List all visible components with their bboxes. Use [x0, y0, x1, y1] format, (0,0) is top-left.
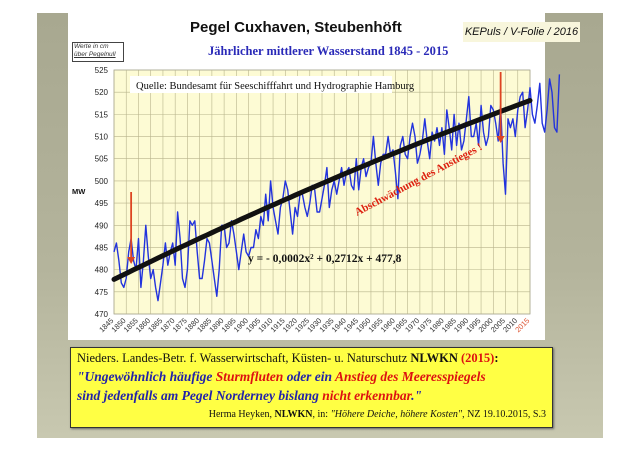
arrow-head [496, 136, 505, 143]
grid-lines [113, 69, 531, 315]
series-line [113, 74, 561, 302]
y-tick-label: 480 [95, 266, 109, 275]
chart-title: Jährlicher mittlerer Wasserstand 1845 - … [208, 44, 449, 58]
unit-note-line1: Werte in cm [74, 43, 109, 50]
citation-org-abbr: NLWKN [410, 351, 458, 365]
trend-equation: y = - 0,0002x² + 0,2712x + 477,8 [248, 253, 402, 265]
x-tick-label: 2015 [513, 316, 531, 334]
source-label: Quelle: Bundesamt für Seeschifffahrt und… [136, 81, 415, 92]
source-article: "Höhere Deiche, höhere Kosten" [330, 409, 463, 420]
arrow-2003 [496, 72, 505, 143]
y-tick-label: 490 [95, 221, 109, 230]
y-tick-label: 500 [95, 177, 109, 186]
page-title: Pegel Cuxhaven, Steubenhöft [190, 19, 402, 36]
quote-highlight: Anstieg des Meeresspiegels [334, 369, 486, 384]
y-tick-label: 485 [95, 243, 109, 252]
quote-line-1: "Ungewöhnlich häufige Sturmfluten oder e… [77, 369, 486, 385]
y-tick-label: 495 [95, 199, 109, 208]
quote-part: "Ungewöhnlich häufige [77, 369, 216, 384]
y-tick-label: 515 [95, 110, 109, 119]
source-label-bg [130, 76, 392, 93]
y-tick-label: 520 [95, 88, 109, 97]
citation-source: Herma Heyken, NLWKN, in: "Höhere Deiche,… [209, 409, 546, 420]
arrow-head [127, 257, 136, 264]
citation-org-name: Nieders. Landes-Betr. f. Wasserwirtschaf… [77, 351, 411, 365]
y-tick-label: 525 [95, 66, 109, 75]
quote-highlight: nicht erkennbar [322, 388, 412, 403]
source-org: NLWKN [274, 409, 313, 420]
y-tick-label: 470 [95, 310, 109, 319]
citation-box: Nieders. Landes-Betr. f. Wasserwirtschaf… [70, 347, 553, 428]
citation-line-1: Nieders. Landes-Betr. f. Wasserwirtschaf… [77, 351, 498, 366]
quote-part: ." [411, 388, 423, 403]
trend-line [111, 98, 533, 282]
y-tick-label: 510 [95, 133, 109, 142]
x-axis-ticks: 1845185018551860186518701875188018851890… [97, 316, 531, 334]
arrow-1852 [127, 192, 136, 264]
quote-part: oder ein [283, 369, 335, 384]
y-axis-ticks: 470 475 480 485 490 495 500 505 510 515 520 525 [95, 66, 109, 319]
source-author: Herma Heyken, [208, 409, 275, 420]
y-tick-label: 505 [95, 155, 109, 164]
quote-part: sind jedenfalls am Pegel Norderney bisla… [77, 388, 323, 403]
y-tick-label: 475 [95, 288, 109, 297]
source-paper: , NZ 19.10.2015, S.3 [462, 409, 546, 420]
unit-note-line2: über Pegelnull [74, 51, 116, 58]
citation-colon: : [494, 351, 499, 365]
source-in: , in: [312, 409, 331, 420]
quote-line-2: sind jedenfalls am Pegel Norderney bisla… [77, 388, 422, 404]
y-axis-label: MW [72, 187, 86, 196]
unit-note: Werte in cm über Pegelnull [72, 42, 124, 62]
citation-year: (2015) [457, 351, 495, 365]
quote-highlight: Sturmfluten [215, 369, 284, 384]
slide-tag: KEPuls / V-Folie / 2016 [463, 22, 580, 42]
